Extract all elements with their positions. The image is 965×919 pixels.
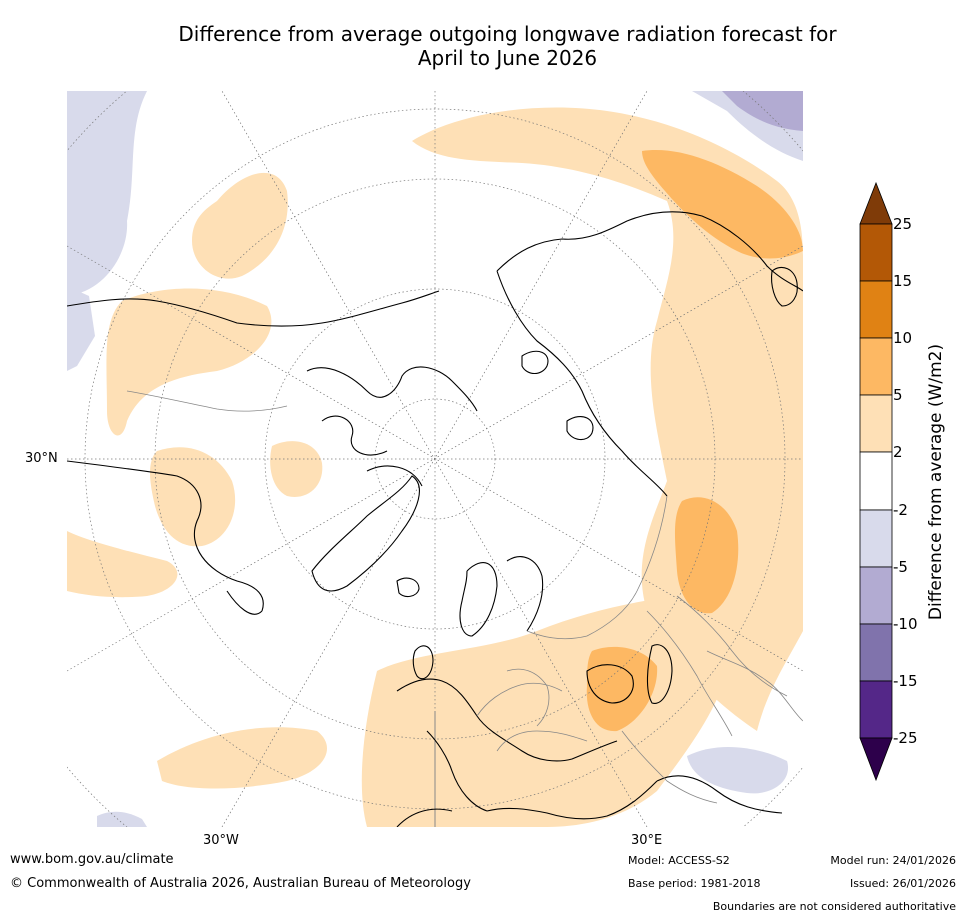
colorbar (850, 180, 910, 785)
anomaly-neg-south (97, 811, 147, 827)
anomaly-neg-west-coast (67, 286, 95, 371)
country-borders (126, 390, 803, 804)
model-text: Model: ACCESS-S2 (628, 854, 730, 867)
colorbar-band-2-5 (859, 394, 893, 453)
lon-label-30w: 30°W (203, 833, 239, 848)
base-period-text: Base period: 1981-2018 (628, 877, 761, 890)
colorbar-band-neg5-neg10 (859, 566, 893, 625)
coast-greenland (311, 475, 420, 592)
coast-mediterranean (486, 780, 658, 820)
lat-circle-30 (84, 108, 786, 810)
colorbar-band-10-15 (859, 280, 893, 339)
colorbar-band-neutral (859, 451, 893, 511)
coast-scandinavia (459, 556, 544, 637)
colorbar-band-15-25 (859, 223, 893, 282)
anomaly-pos-atlantic (150, 447, 236, 547)
colorbar-band-neg10-neg15 (859, 623, 893, 682)
copyright-text: © Commonwealth of Australia 2026, Austra… (10, 876, 471, 891)
colorbar-tick-neg10: -10 (893, 615, 918, 633)
coast-caspian (646, 644, 673, 704)
colorbar-tick-neg15: -15 (893, 672, 918, 690)
coast-iceland (396, 577, 420, 598)
coast-britain (412, 645, 434, 680)
anomaly-neg-northwest (67, 91, 147, 296)
coastlines (67, 211, 803, 827)
anomaly-pos-south-atlantic (157, 727, 327, 789)
anomaly-pos5-north-pacific (642, 150, 803, 259)
anomaly-neg-southeast (687, 746, 789, 794)
anomaly-pos-north-america-west (192, 172, 288, 279)
colorbar-extend-under (859, 737, 893, 782)
anomaly-neg-northeast-core (722, 91, 803, 131)
model-run-text: Model run: 24/01/2026 (830, 854, 956, 867)
website-link[interactable]: www.bom.gov.au/climate (10, 852, 174, 867)
colorbar-band-neg15-neg25 (859, 680, 893, 739)
title-line-1: Difference from average outgoing longwav… (178, 22, 837, 46)
anomaly-field (67, 91, 803, 827)
graticule (67, 91, 803, 827)
colorbar-tick-15: 15 (893, 272, 913, 290)
anomaly-pos5-middle-east (586, 646, 658, 732)
disclaimer-text: Boundaries are not considered authoritat… (712, 900, 956, 913)
map-svg (67, 91, 803, 827)
coast-japan (771, 266, 798, 307)
coast-siberia (496, 211, 803, 497)
colorbar-tick-2: 2 (893, 443, 903, 461)
coast-arctic-islands (521, 350, 594, 441)
colorbar-tick-neg25: -25 (893, 729, 918, 747)
chart-title: Difference from average outgoing longwav… (60, 22, 955, 70)
colorbar-band-neg2-neg5 (859, 509, 893, 568)
coast-north-america (67, 290, 440, 615)
coast-africa-north (396, 775, 783, 827)
border-europe-2 (496, 730, 588, 752)
coast-black-sea (586, 664, 634, 704)
anomaly-pos-central-america (67, 531, 178, 598)
coast-europe (396, 678, 618, 812)
border-north-america (126, 390, 288, 412)
lon-label-30e: 30°E (631, 833, 663, 848)
colorbar-svg (859, 181, 893, 782)
colorbar-tick-neg5: -5 (893, 558, 908, 576)
colorbar-extend-over (859, 181, 893, 225)
anomaly-pos-north-america (106, 288, 272, 436)
title-line-2: April to June 2026 (417, 46, 598, 70)
issued-text: Issued: 26/01/2026 (849, 877, 956, 890)
coast-canada-arctic (306, 366, 478, 487)
colorbar-tick-neg2: -2 (893, 501, 908, 519)
polar-map (67, 91, 803, 827)
colorbar-tick-25: 25 (893, 215, 913, 233)
border-china (706, 650, 803, 722)
colorbar-tick-10: 10 (893, 329, 913, 347)
border-europe-1 (476, 682, 563, 717)
border-russia (526, 495, 668, 640)
meridian-120w-60e (67, 245, 803, 672)
lat-circle-60 (264, 288, 606, 630)
border-asia (646, 595, 788, 737)
border-europe-3 (506, 668, 550, 727)
border-middle-east (621, 730, 718, 804)
colorbar-title: Difference from average (W/m2) (926, 343, 946, 621)
anomaly-pos5-siberia (674, 497, 739, 614)
colorbar-band-5-10 (859, 337, 893, 396)
colorbar-tick-5: 5 (893, 386, 903, 404)
lat-label-30n: 30°N (25, 451, 58, 466)
anomaly-pos-greenland-patch (270, 441, 323, 497)
